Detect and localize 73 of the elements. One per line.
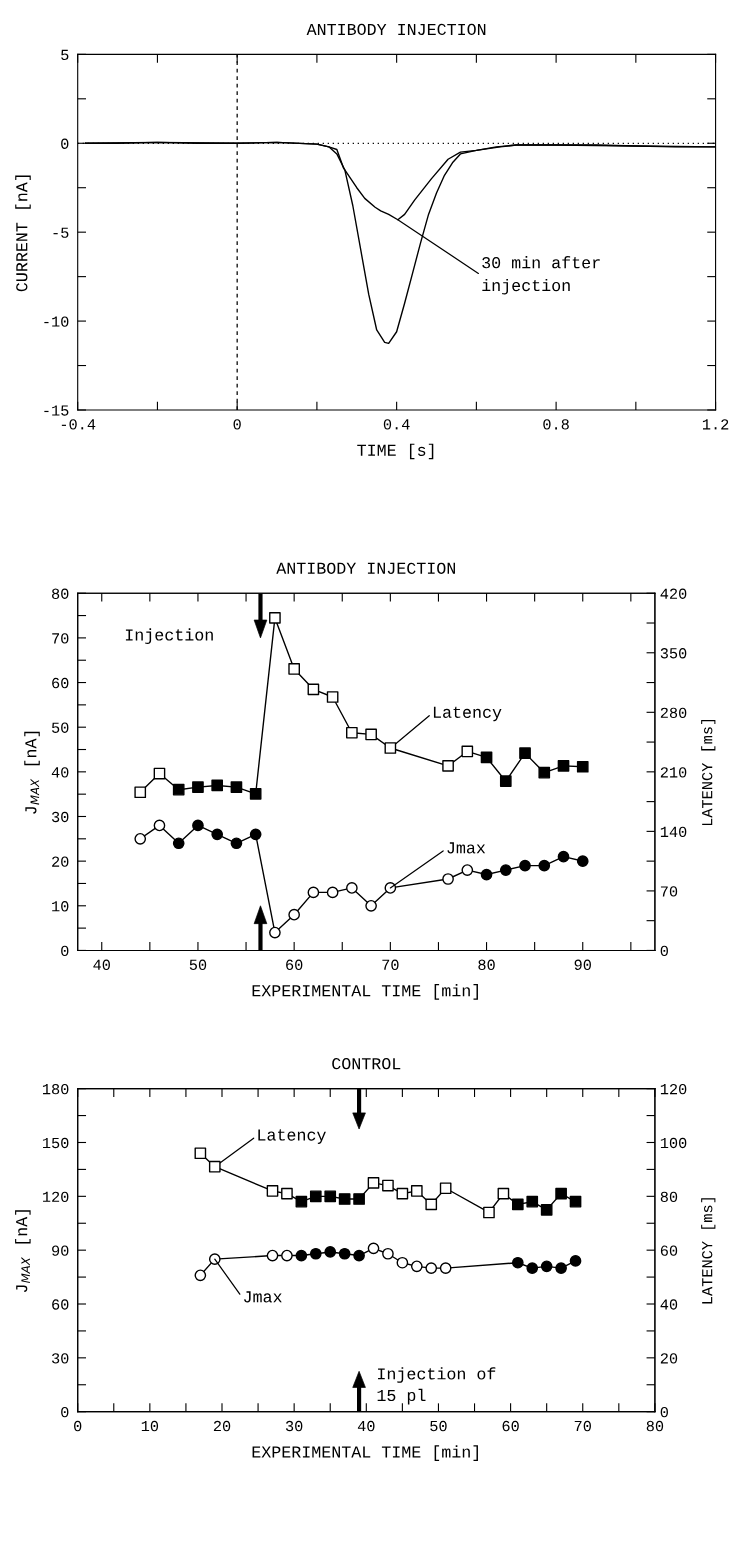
x-tick-label: 0.4: [383, 419, 410, 430]
x-tick-label: 50: [430, 1420, 447, 1432]
y-axis-title: J$_{MAX}$ [nA]: [15, 1210, 31, 1293]
x-tick-label: 90: [574, 959, 591, 970]
chart-title: CONTROL: [332, 1058, 401, 1070]
x-tick-label: 50: [189, 959, 207, 970]
y2-tick-label: 40: [660, 1299, 678, 1310]
y-tick-label: 70: [52, 633, 69, 644]
y-tick-label: 150: [42, 1137, 69, 1149]
y-tick-label: 40: [51, 767, 69, 778]
y-tick-label: -5: [53, 227, 69, 238]
ref-line-label: Injection of 15 pl: [377, 1367, 496, 1405]
y-tick-label: 120: [42, 1191, 69, 1203]
y-tick-label: 10: [52, 901, 69, 912]
y-tick-label: 80: [52, 588, 69, 599]
y-tick-label: 30: [51, 811, 69, 823]
y2-tick-label: 210: [660, 767, 687, 778]
chart-title: ANTIBODY INJECTION: [276, 562, 455, 574]
x-tick-label: 80: [646, 1420, 664, 1432]
y-tick-label: -10: [44, 316, 69, 327]
y-tick-label: 30: [51, 1353, 69, 1364]
y2-tick-label: 80: [660, 1191, 678, 1203]
x-tick-label: 60: [502, 1420, 519, 1432]
y2-axis-title: LATENCY [ms]: [701, 1198, 716, 1304]
annotation: 30 min after injection: [482, 256, 600, 295]
y2-tick-label: 20: [660, 1353, 678, 1364]
x-tick-label: 10: [141, 1420, 159, 1432]
y-tick-label: -15: [44, 405, 69, 416]
y2-tick-label: 280: [660, 707, 687, 718]
x-axis-title: EXPERIMENTAL TIME [min]: [252, 1445, 478, 1461]
y2-tick-label: 0: [660, 1406, 668, 1418]
y-tick-label: 0: [61, 138, 69, 149]
y-tick-label: 20: [52, 856, 69, 867]
y-tick-label: 5: [61, 49, 69, 61]
y-tick-label: 50: [51, 722, 69, 733]
x-tick-label: 20: [213, 1420, 231, 1432]
x-tick-label: 70: [574, 1420, 591, 1432]
x-axis-title: EXPERIMENTAL TIME [min]: [252, 984, 478, 1000]
x-tick-label: 60: [286, 959, 303, 970]
x-tick-label: 40: [93, 959, 110, 970]
x-tick-label: 0: [74, 1420, 82, 1432]
x-tick-label: 0.8: [543, 419, 569, 430]
y2-tick-label: 140: [660, 826, 687, 838]
y-tick-label: 60: [52, 1299, 69, 1310]
y2-tick-label: 70: [660, 886, 678, 897]
y-axis-title: J$_{MAX}$ [nA]: [24, 731, 40, 814]
x-axis-title: TIME [s]: [357, 443, 434, 460]
x-tick-label: 0: [233, 419, 241, 430]
annotation: Jmax: [447, 842, 486, 854]
y2-tick-label: 0: [660, 945, 668, 957]
y2-tick-label: 120: [660, 1083, 687, 1095]
x-tick-label: 30: [285, 1420, 303, 1432]
y2-axis-title: LATENCY [ms]: [701, 719, 716, 826]
x-tick-label: 40: [357, 1420, 375, 1432]
annotation: Jmax: [244, 1291, 282, 1303]
y-tick-label: 0: [61, 945, 69, 957]
ref-line-label: Injection: [125, 628, 213, 644]
y2-tick-label: 60: [660, 1245, 678, 1256]
y2-tick-label: 350: [660, 648, 687, 659]
y-tick-label: 0: [61, 1406, 69, 1418]
annotation: Latency: [258, 1129, 326, 1144]
y-tick-label: 90: [52, 1245, 69, 1256]
x-tick-label: 70: [382, 959, 399, 970]
x-tick-label: 80: [478, 959, 495, 970]
y2-tick-label: 100: [660, 1137, 687, 1149]
y2-tick-label: 420: [660, 588, 687, 599]
y-axis-title: CURRENT [nA]: [15, 175, 31, 292]
chart-title: ANTIBODY INJECTION: [306, 23, 486, 36]
annotation: Latency: [433, 706, 502, 722]
y-tick-label: 60: [52, 677, 69, 689]
y-tick-label: 180: [42, 1083, 69, 1095]
x-tick-label: 1.2: [702, 419, 729, 430]
x-tick-label: -0.4: [61, 419, 96, 430]
